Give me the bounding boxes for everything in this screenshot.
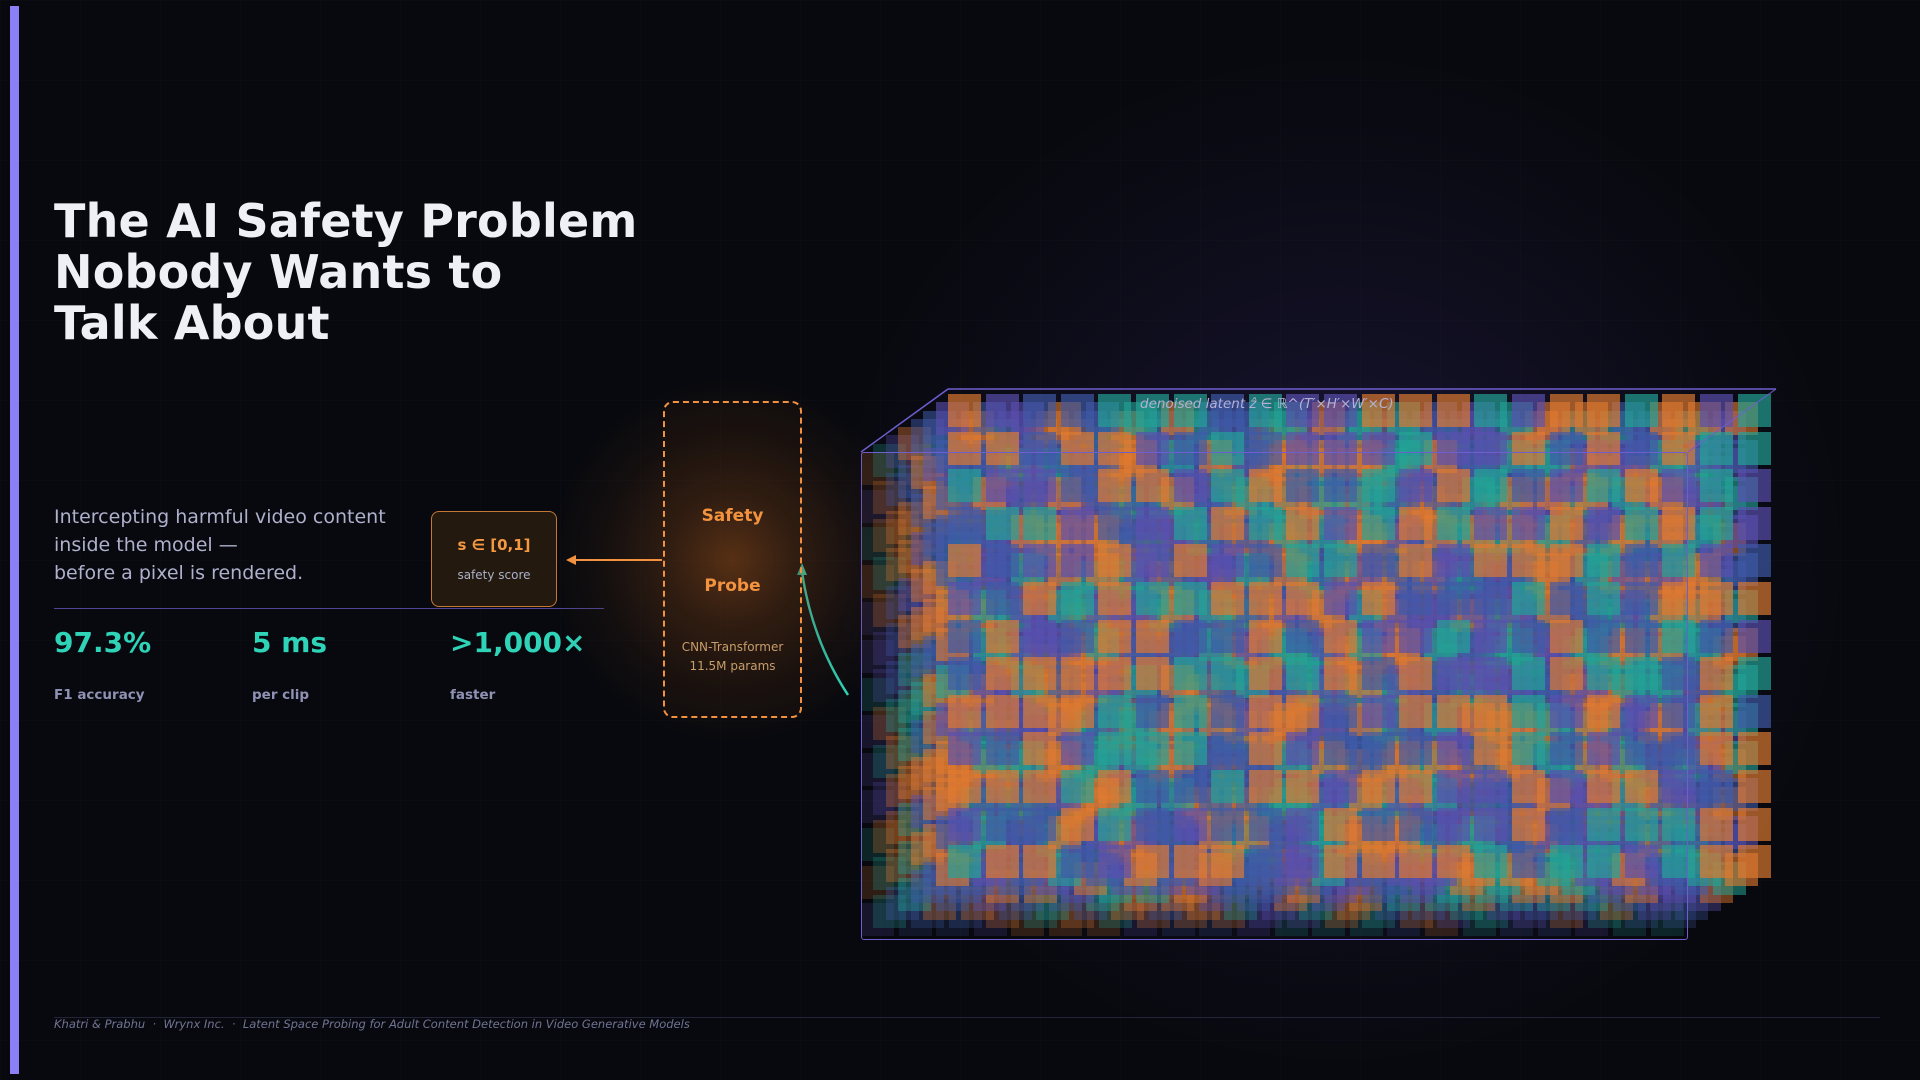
latent-cell [1237,903,1270,937]
stat-speedup: >1,000× faster [450,625,586,703]
latent-cell [1274,903,1308,937]
latent-cell [861,752,894,786]
latent-cell [1199,903,1233,937]
footer-citation: Khatri & Prabhu · Wrynx Inc. · Latent Sp… [54,1017,690,1031]
latent-cell [1613,903,1646,937]
latent-cell [1161,903,1195,937]
latent-cell [1650,903,1684,937]
latent-cell [1425,903,1458,937]
stat-latency: 5 ms per clip [252,625,327,703]
stat-f1: 97.3% F1 accuracy [54,625,151,703]
latent-cell [936,903,970,937]
latent-cell [1349,903,1383,937]
arrowhead-icon [566,555,576,565]
stat-label: faster [450,687,496,703]
score-formula: s ∈ [0,1] [457,536,531,554]
latent-cell [861,865,894,899]
latent-cell [1575,903,1609,937]
latent-cell [861,715,894,749]
latent-cell [973,903,1007,937]
latent-cell [1312,903,1346,937]
latent-cell [898,903,932,937]
latent-cell [1011,903,1045,937]
stat-value: 97.3% [54,626,152,659]
latent-cell [1387,903,1421,937]
latent-cell [1462,903,1496,937]
accent-bar [10,6,19,1074]
divider [54,608,604,609]
stat-value: >1,000× [450,626,586,659]
latent-cell [861,790,894,824]
latent-cell [861,828,894,861]
latent-cell [1086,903,1120,937]
latent-cell [861,677,894,711]
latent-cell [1500,903,1534,937]
stat-label: F1 accuracy [54,687,145,703]
latent-cell [1124,903,1158,937]
latent-cell [1537,903,1571,937]
stat-value: 5 ms [252,626,328,659]
safety-score-box: s ∈ [0,1] safety score [431,511,557,607]
slide-subtitle: Intercepting harmful video content insid… [54,506,386,584]
latent-cell [1049,903,1082,937]
slide-title: The AI Safety Problem Nobody Wants to Ta… [54,194,638,350]
stat-label: per clip [252,687,310,703]
score-label: safety score [457,568,531,582]
latent-cell [861,903,894,937]
